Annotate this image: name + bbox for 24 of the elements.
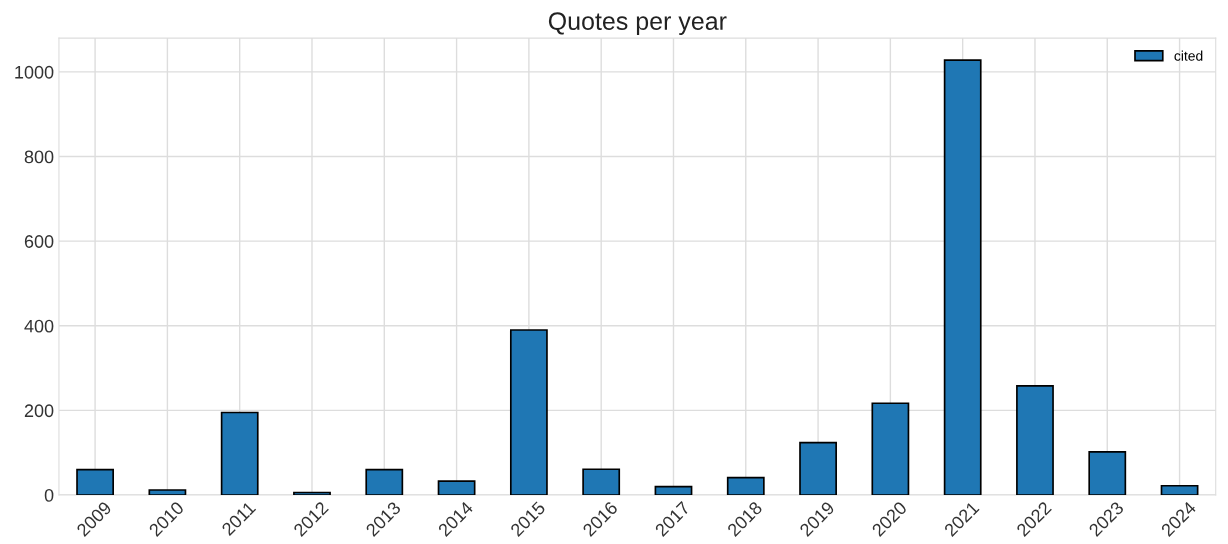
legend-label: cited bbox=[1174, 50, 1203, 61]
bar bbox=[437, 480, 476, 496]
bar bbox=[582, 468, 621, 496]
bar bbox=[654, 485, 693, 496]
y-tick-label: 1000 bbox=[15, 65, 54, 79]
bar bbox=[1088, 451, 1127, 496]
y-tick-label: 200 bbox=[24, 404, 54, 418]
bar bbox=[365, 468, 404, 496]
bar bbox=[1160, 484, 1199, 496]
bar bbox=[509, 329, 548, 496]
bar bbox=[871, 402, 910, 496]
y-tick-label: 0 bbox=[44, 488, 54, 502]
y-tick-label: 400 bbox=[24, 319, 54, 333]
y-tick-label: 600 bbox=[24, 235, 54, 248]
bar bbox=[943, 59, 982, 496]
chart-title: Quotes per year bbox=[548, 12, 727, 35]
bar bbox=[293, 491, 331, 496]
bar bbox=[220, 411, 259, 496]
y-tick-label: 800 bbox=[24, 150, 54, 164]
bar bbox=[799, 441, 837, 496]
bar bbox=[726, 476, 765, 496]
bar bbox=[1016, 385, 1054, 496]
bar bbox=[76, 468, 115, 496]
bar bbox=[148, 489, 187, 496]
